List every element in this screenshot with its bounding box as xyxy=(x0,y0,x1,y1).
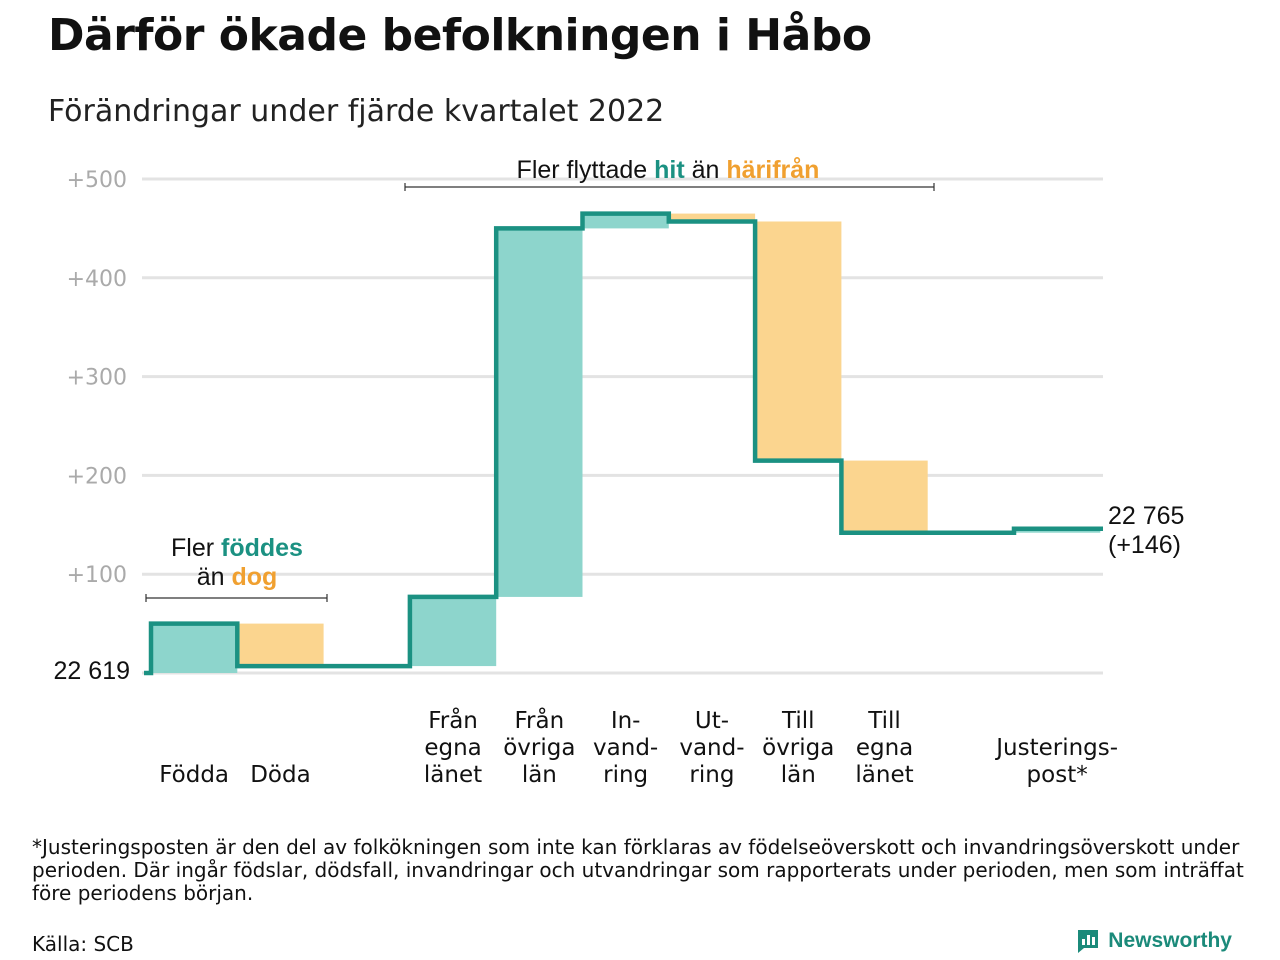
category-label: län xyxy=(522,762,557,788)
deaths-highlight: dog xyxy=(231,563,277,591)
migration-annotation: Fler flyttade hit än härifrån xyxy=(517,156,820,184)
category-label: Döda xyxy=(250,762,310,788)
category-label: Till xyxy=(867,708,901,734)
waterfall-bar xyxy=(237,623,324,667)
category-label: län xyxy=(781,762,816,788)
category-label: egna xyxy=(424,735,481,761)
category-label: länet xyxy=(855,762,913,788)
y-tick-label: +400 xyxy=(67,267,127,292)
cumulative-step-line xyxy=(144,211,1103,676)
migration-middle: än xyxy=(685,156,727,184)
births-line2-prefix: än xyxy=(197,563,232,591)
waterfall-bar xyxy=(841,460,928,533)
category-label: Från xyxy=(515,706,565,734)
migration-prefix: Fler flyttade xyxy=(517,156,655,184)
category-label: In- xyxy=(611,708,641,734)
footnote: *Justeringsposten är den del av folkökni… xyxy=(32,835,1244,905)
y-tick-label: +100 xyxy=(67,563,127,588)
waterfall-bar xyxy=(409,596,497,667)
y-tick-label: +300 xyxy=(67,366,127,391)
category-label: övriga xyxy=(503,735,575,761)
category-label: övriga xyxy=(762,735,834,761)
migration-highlight-out: härifrån xyxy=(726,156,819,184)
y-tick-label: +200 xyxy=(67,464,127,489)
births-prefix: Fler xyxy=(171,534,221,562)
migration-highlight-in: hit xyxy=(654,156,685,184)
category-label: egna xyxy=(856,735,913,761)
births-annotation-line2: än dog xyxy=(197,563,278,591)
category-label: vand- xyxy=(593,735,658,761)
category-label: Från xyxy=(428,706,478,734)
source-label: Källa: SCB xyxy=(32,932,134,956)
y-tick-label: +500 xyxy=(67,168,127,193)
category-label: Till xyxy=(781,708,815,734)
births-annotation-line1: Fler föddes xyxy=(171,534,303,562)
chart-subtitle: Förändringar under fjärde kvartalet 2022 xyxy=(48,94,665,129)
start-value-label: 22 619 xyxy=(54,657,130,685)
category-label: länet xyxy=(424,762,482,788)
brand-logo: Newsworthy xyxy=(1076,928,1232,954)
waterfall-bar xyxy=(755,221,842,461)
category-label: post* xyxy=(1027,762,1088,788)
brand-name: Newsworthy xyxy=(1108,929,1232,952)
category-label: ring xyxy=(689,762,734,788)
end-change-label: (+146) xyxy=(1108,531,1181,559)
births-highlight: föddes xyxy=(221,534,303,562)
category-label: vand- xyxy=(679,735,744,761)
waterfall-bar xyxy=(151,623,238,673)
chart-title: Därför ökade befolkningen i Håbo xyxy=(48,10,872,61)
waterfall-bar xyxy=(668,213,756,222)
category-label: Födda xyxy=(159,762,229,788)
category-label: ring xyxy=(603,762,648,788)
waterfall-bar xyxy=(496,228,583,597)
category-label: Justerings- xyxy=(994,735,1118,761)
waterfall-bar xyxy=(582,213,669,229)
newsworthy-logo-icon xyxy=(1078,930,1099,953)
end-value-label: 22 765 xyxy=(1108,502,1184,530)
category-label: Ut- xyxy=(695,708,729,734)
